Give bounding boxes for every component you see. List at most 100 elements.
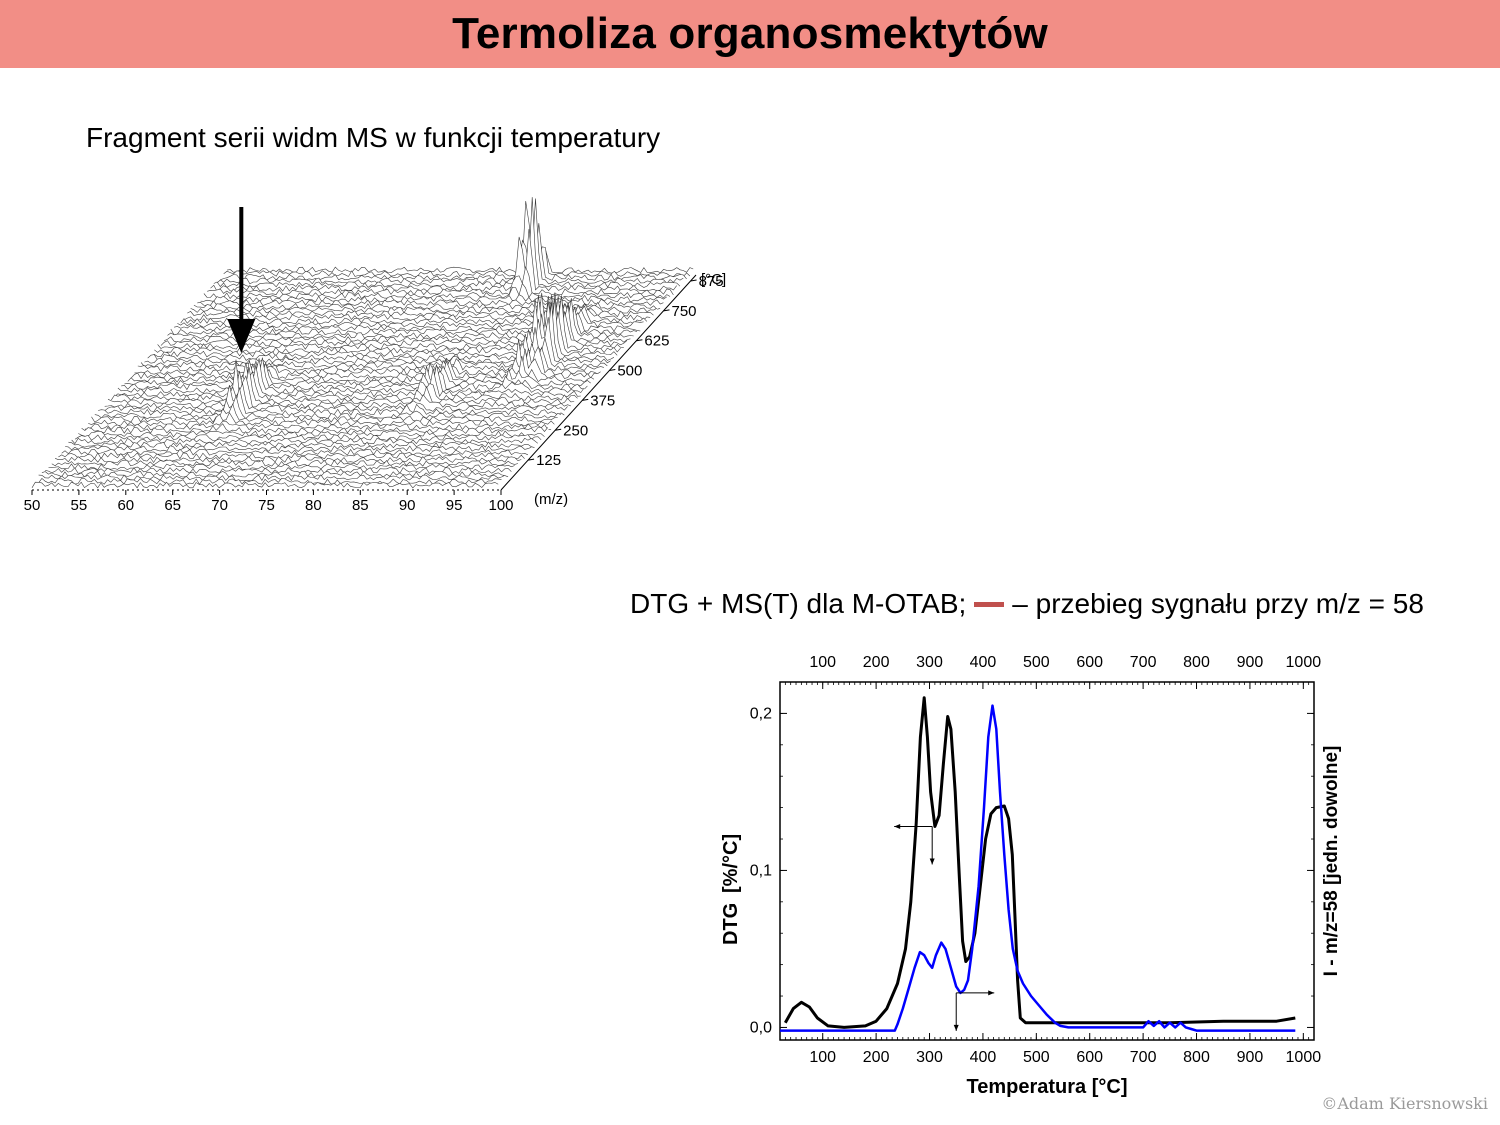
ms-spectrum-fill bbox=[170, 305, 640, 337]
ms-spectrum-line bbox=[48, 463, 515, 471]
ms-spectrum-line bbox=[78, 430, 545, 438]
x-tick-label-top: 900 bbox=[1237, 654, 1264, 671]
ms-spectrum-line bbox=[187, 306, 654, 318]
ms-y-tick-label: 750 bbox=[672, 303, 697, 320]
x-tick-label-top: 100 bbox=[809, 654, 836, 671]
ms-x-tick-label: 55 bbox=[71, 497, 88, 514]
ms-y-tick bbox=[690, 279, 697, 282]
ms-y-tick-label: 250 bbox=[563, 422, 588, 439]
ms-spectrum-fill bbox=[227, 249, 696, 275]
ms-x-ticks: 50 55 60 65 70 75 80 85 90 95 100 bbox=[24, 490, 514, 514]
ms-spectrum-line bbox=[71, 437, 538, 445]
ms-spectrum-fill bbox=[91, 404, 561, 425]
ms-spectrum-line bbox=[216, 198, 684, 285]
ms-m-z-58-series-line bbox=[780, 704, 1296, 1032]
ms-spectrum-fill bbox=[164, 296, 634, 345]
ms-x-axis-label: (m/z) bbox=[534, 491, 568, 508]
y-tick-label: 0,2 bbox=[750, 705, 772, 722]
ms-spectrum-fill bbox=[114, 362, 584, 399]
ms-spectrum-fill bbox=[108, 367, 577, 407]
ms-spectrum-line bbox=[203, 282, 671, 299]
ms-spectrum-fill bbox=[223, 246, 693, 279]
dtg-series-line bbox=[783, 696, 1296, 1029]
ms-spectrum-fill bbox=[167, 295, 637, 341]
ms-y-tick-label: 625 bbox=[644, 333, 669, 350]
legend-swatch-m-z-58 bbox=[974, 601, 1005, 607]
dtg-right-axis-label: I - m/z=58 [jedn. dowolne] bbox=[1321, 746, 1342, 977]
ms-spectrum-line bbox=[127, 356, 595, 383]
ms-spectrum-line bbox=[223, 246, 691, 278]
x-tick-label-top: 1000 bbox=[1286, 654, 1322, 671]
x-tick-label-top: 800 bbox=[1183, 654, 1210, 671]
ms-spectrum-line bbox=[137, 341, 604, 372]
ms-x-tick-label: 65 bbox=[164, 497, 181, 514]
dtg-ms-chart: 100 100 200 200 300 300 400 400 500 500 600 600 700 7… bbox=[720, 654, 1342, 1098]
ms-x-tick-label: 80 bbox=[305, 497, 322, 514]
ms-x-tick-label: 100 bbox=[488, 497, 513, 514]
ms-y-tick bbox=[582, 398, 589, 401]
dtg-x-axis-label: Temperatura [°C] bbox=[967, 1076, 1128, 1098]
ms-spectrum-fill bbox=[154, 295, 624, 356]
ms-spectrum-fill bbox=[32, 482, 501, 490]
ms-spectrum-fill bbox=[117, 358, 587, 396]
ms-spectrum-line bbox=[74, 434, 542, 441]
ms-y-tick bbox=[609, 369, 616, 372]
ms-spectrum-fill bbox=[124, 361, 594, 388]
ms-spectrum-fill bbox=[84, 421, 554, 432]
ms-spectrum-line bbox=[61, 448, 529, 456]
ms-spectrum-fill bbox=[184, 305, 653, 323]
ms-spectrum-line bbox=[91, 403, 558, 423]
axis-arrow-head bbox=[988, 990, 995, 996]
ms-spectrum-line bbox=[31, 481, 499, 489]
ms-spectrum-fill bbox=[193, 302, 663, 312]
ms-y-tick bbox=[555, 428, 562, 431]
dtg-series bbox=[780, 696, 1296, 1032]
ms-y-axis-label: [°C] bbox=[701, 271, 726, 288]
dtg-caption-prefix: DTG + MS(T) dla M-OTAB; bbox=[630, 588, 967, 619]
credit-text: ©Adam Kiersnowski bbox=[1321, 1094, 1488, 1113]
ms-spectrum-line bbox=[68, 441, 535, 449]
x-tick-label-top: 700 bbox=[1130, 654, 1157, 671]
ms-spectrum-fill bbox=[104, 359, 574, 410]
ms-y-axis bbox=[500, 274, 697, 491]
axis-arrow-head bbox=[894, 823, 901, 829]
title-bar: Termoliza organosmektytów bbox=[0, 0, 1500, 68]
ms-spectrum-line bbox=[200, 294, 667, 303]
y-tick-label: 0,1 bbox=[750, 862, 772, 879]
ms-spectrum-line bbox=[54, 456, 522, 464]
dtg-y-axis-label-main: DTG bbox=[720, 903, 742, 945]
x-tick-label-bottom: 400 bbox=[970, 1049, 997, 1066]
ms-spectrum-line bbox=[117, 358, 585, 394]
ms-y-tick bbox=[663, 309, 670, 312]
ms-spectrum-fill bbox=[147, 301, 617, 363]
dtg-plot-frame bbox=[779, 681, 1315, 1041]
x-tick-label-top: 500 bbox=[1023, 654, 1050, 671]
ms-spectrum-line bbox=[41, 470, 509, 478]
x-tick-label-bottom: 600 bbox=[1076, 1049, 1103, 1066]
x-tick-label-top: 200 bbox=[863, 654, 890, 671]
x-tick-label-top: 400 bbox=[970, 654, 997, 671]
ms-3d-waterfall-chart: 50 55 60 65 70 75 80 85 90 95 100 1252503755006257… bbox=[24, 197, 726, 514]
y-tick-label: 0,0 bbox=[750, 1019, 772, 1036]
down-arrow-marker bbox=[227, 207, 256, 353]
dtg-y-axis-label: DTG [%/°C] bbox=[720, 834, 742, 945]
ms-axes bbox=[32, 274, 697, 491]
ms-spectrum-fill bbox=[203, 283, 673, 301]
ms-spectrum-line bbox=[45, 467, 512, 474]
ms-spectrum-fill bbox=[98, 385, 568, 418]
ms-spectrum-line bbox=[213, 197, 681, 288]
ms-spectrum-line bbox=[58, 452, 525, 460]
x-tick-label-bottom: 100 bbox=[809, 1049, 836, 1066]
ms-y-tick-label: 125 bbox=[536, 452, 561, 469]
ms-caption: Fragment serii widm MS w funkcji tempera… bbox=[86, 122, 661, 153]
ms-spectrum-fill bbox=[137, 342, 607, 374]
ms-x-tick-label: 70 bbox=[211, 497, 228, 514]
x-tick-label-bottom: 300 bbox=[916, 1049, 943, 1066]
axis-arrow-head bbox=[929, 858, 935, 865]
ms-spectrum-fill bbox=[101, 383, 571, 414]
dtg-ticks: 100 100 200 200 300 300 400 400 500 500 600 600 700 7… bbox=[750, 654, 1321, 1066]
axis-arrow-head bbox=[953, 1024, 959, 1031]
ms-y-tick bbox=[528, 458, 535, 461]
ms-y-tick-label: 500 bbox=[617, 363, 642, 380]
x-tick-label-bottom: 700 bbox=[1130, 1049, 1157, 1066]
